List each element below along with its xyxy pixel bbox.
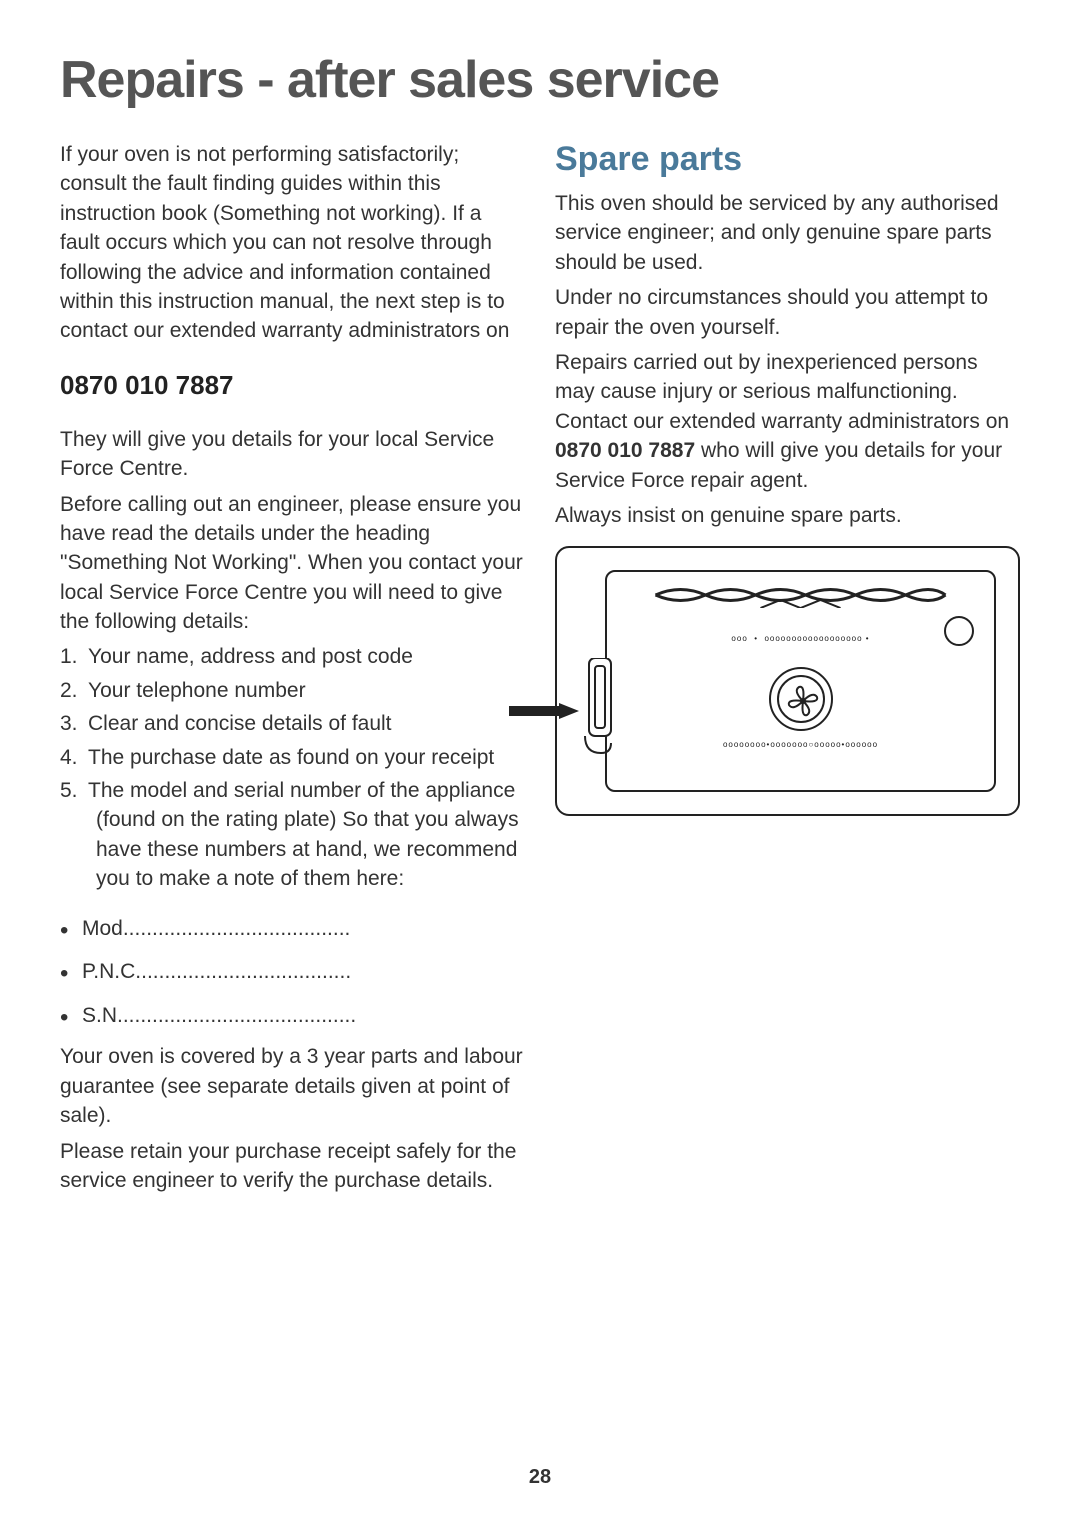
spare-parts-heading: Spare parts [555, 140, 1020, 179]
sn-field: S.N.....................................… [60, 999, 525, 1033]
right-column: Spare parts This oven should be serviced… [555, 140, 1020, 1201]
fill-in-list: Mod.....................................… [60, 912, 525, 1033]
page-number: 28 [0, 1466, 1080, 1489]
pnc-field: P.N.C...................................… [60, 955, 525, 989]
p3-before: Repairs carried out by inexperienced per… [555, 351, 1009, 433]
list-item-text: Your telephone number [88, 679, 306, 702]
spare-parts-p4: Always insist on genuine spare parts. [555, 501, 1020, 530]
content-columns: If your oven is not performing satisfact… [60, 140, 1020, 1201]
list-item: 5.The model and serial number of the app… [60, 776, 525, 894]
receipt-text: Please retain your purchase receipt safe… [60, 1137, 525, 1196]
before-calling-text: Before calling out an engineer, please e… [60, 490, 525, 637]
details-list: 1.Your name, address and post code 2.You… [60, 642, 525, 893]
service-centre-text: They will give you details for your loca… [60, 425, 525, 484]
spare-parts-p3: Repairs carried out by inexperienced per… [555, 348, 1020, 495]
p3-phone: 0870 010 7887 [555, 439, 695, 462]
oven-vent-top-icon: ooo • oooooooooooooooooo • [667, 634, 934, 644]
list-item-text: Clear and concise details of fault [88, 712, 392, 735]
oven-fan-icon [769, 667, 833, 731]
oven-diagram: ooo • oooooooooooooooooo • oooooooo•oooo… [555, 546, 1020, 816]
oven-grill-icon [637, 582, 964, 608]
mod-field: Mod.....................................… [60, 912, 525, 946]
list-item-text: The model and serial number of the appli… [88, 779, 519, 890]
arrow-icon [509, 703, 579, 719]
oven-vent-bottom-icon: oooooooo•ooooooo○ooooo•oooooo [667, 740, 934, 750]
left-column: If your oven is not performing satisfact… [60, 140, 525, 1201]
list-item: 1.Your name, address and post code [60, 642, 525, 671]
spare-parts-p1: This oven should be serviced by any auth… [555, 189, 1020, 277]
intro-paragraph: If your oven is not performing satisfact… [60, 140, 525, 346]
oven-diagram-inner: ooo • oooooooooooooooooo • oooooooo•oooo… [605, 570, 996, 792]
phone-number-heading: 0870 010 7887 [60, 370, 525, 401]
oven-lamp-icon [944, 616, 974, 646]
page-title: Repairs - after sales service [60, 50, 1020, 110]
list-item-text: Your name, address and post code [88, 645, 413, 668]
list-item: 3.Clear and concise details of fault [60, 709, 525, 738]
list-item: 2.Your telephone number [60, 676, 525, 705]
list-item-text: The purchase date as found on your recei… [88, 746, 494, 769]
guarantee-text: Your oven is covered by a 3 year parts a… [60, 1042, 525, 1130]
spare-parts-p2: Under no circumstances should you attemp… [555, 283, 1020, 342]
list-item: 4.The purchase date as found on your rec… [60, 743, 525, 772]
